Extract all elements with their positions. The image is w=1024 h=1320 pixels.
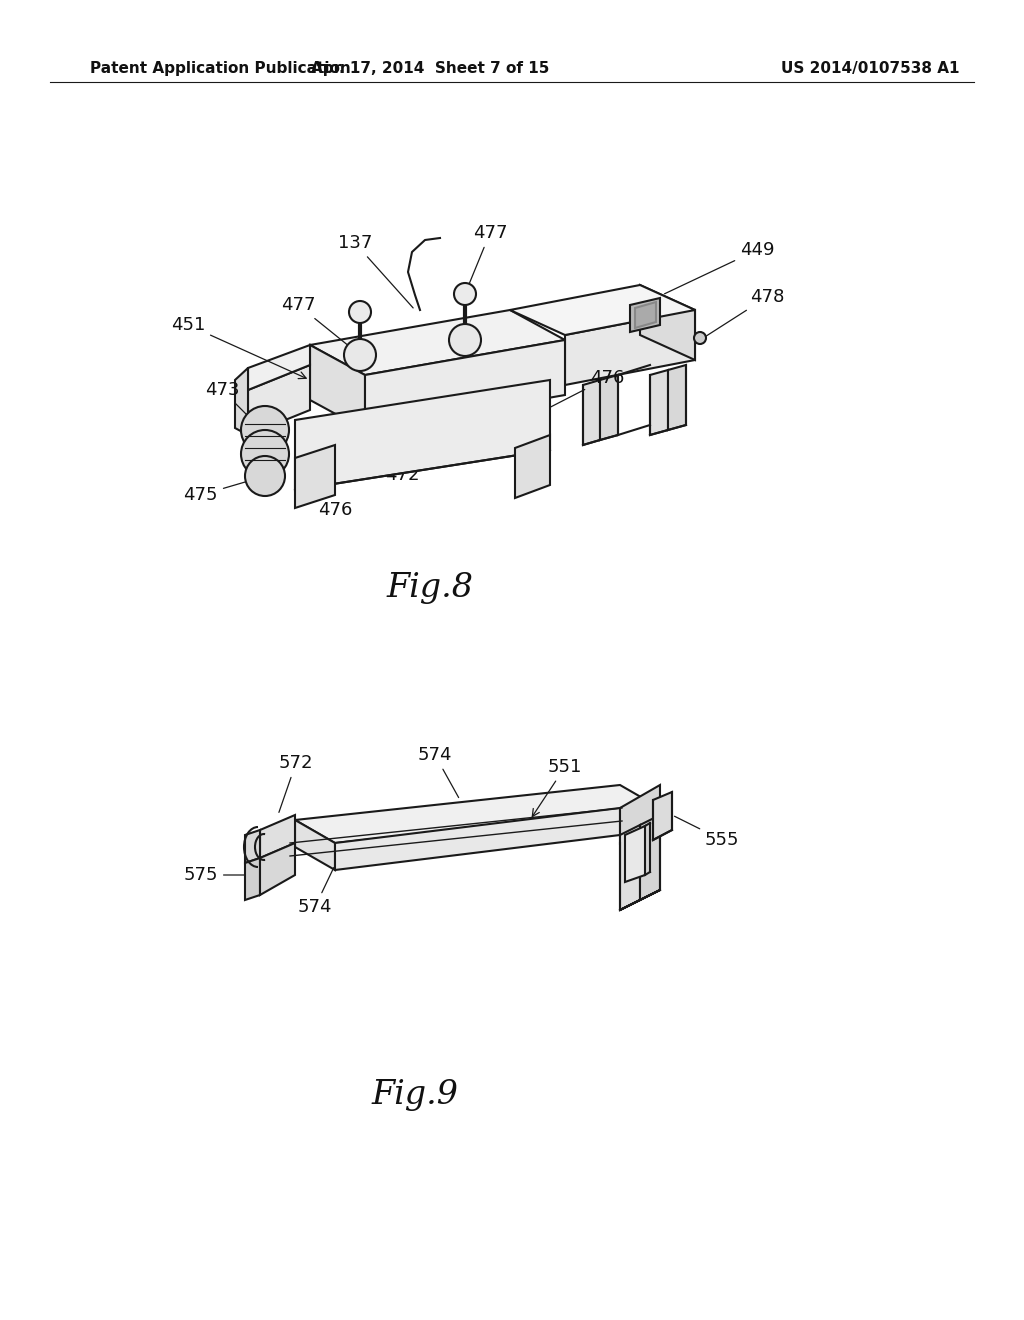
Polygon shape (635, 302, 656, 327)
Text: 472: 472 (385, 454, 419, 484)
Text: 476: 476 (312, 484, 352, 519)
Circle shape (694, 333, 706, 345)
Circle shape (241, 407, 289, 454)
Text: 451: 451 (171, 315, 306, 379)
Text: US 2014/0107538 A1: US 2014/0107538 A1 (780, 61, 959, 75)
Polygon shape (640, 285, 695, 360)
Text: 574: 574 (298, 867, 334, 916)
Circle shape (241, 430, 289, 478)
Polygon shape (310, 310, 565, 375)
Polygon shape (310, 345, 365, 430)
Text: 575: 575 (183, 866, 245, 884)
Polygon shape (245, 858, 260, 900)
Text: 477: 477 (281, 296, 357, 354)
Circle shape (349, 301, 371, 323)
Polygon shape (295, 820, 335, 870)
Polygon shape (650, 370, 668, 436)
Polygon shape (620, 890, 660, 909)
Polygon shape (620, 785, 660, 843)
Polygon shape (620, 825, 640, 909)
Polygon shape (295, 380, 550, 490)
Polygon shape (583, 380, 600, 445)
Text: 574: 574 (418, 746, 459, 797)
Text: Fig.8: Fig.8 (386, 572, 473, 605)
Circle shape (344, 339, 376, 371)
Polygon shape (640, 814, 660, 900)
Text: 555: 555 (675, 816, 739, 849)
Polygon shape (295, 785, 660, 843)
Polygon shape (335, 808, 620, 870)
Text: 476: 476 (538, 370, 625, 413)
Text: Apr. 17, 2014  Sheet 7 of 15: Apr. 17, 2014 Sheet 7 of 15 (311, 61, 549, 75)
Polygon shape (600, 375, 618, 440)
Text: 551: 551 (532, 758, 583, 817)
Text: Fig.9: Fig.9 (372, 1078, 459, 1111)
Polygon shape (260, 843, 295, 895)
Polygon shape (295, 445, 335, 508)
Text: 572: 572 (279, 754, 313, 812)
Circle shape (449, 323, 481, 356)
Polygon shape (510, 285, 695, 335)
Polygon shape (245, 830, 260, 863)
Polygon shape (653, 792, 672, 840)
Circle shape (245, 455, 285, 496)
Polygon shape (365, 341, 565, 430)
Polygon shape (625, 826, 645, 882)
Circle shape (454, 282, 476, 305)
Polygon shape (234, 368, 248, 436)
Text: 474: 474 (482, 384, 545, 428)
Polygon shape (248, 366, 310, 436)
Text: 478: 478 (702, 288, 784, 338)
Text: 477: 477 (466, 224, 507, 292)
Text: 473: 473 (205, 381, 270, 438)
Text: 137: 137 (338, 234, 413, 308)
Polygon shape (260, 814, 295, 858)
Polygon shape (248, 345, 310, 389)
Polygon shape (668, 366, 686, 430)
Polygon shape (630, 298, 660, 333)
Polygon shape (515, 436, 550, 498)
Text: Patent Application Publication: Patent Application Publication (90, 61, 351, 75)
Polygon shape (565, 310, 695, 385)
Text: 449: 449 (665, 242, 774, 294)
Text: 475: 475 (183, 480, 249, 504)
